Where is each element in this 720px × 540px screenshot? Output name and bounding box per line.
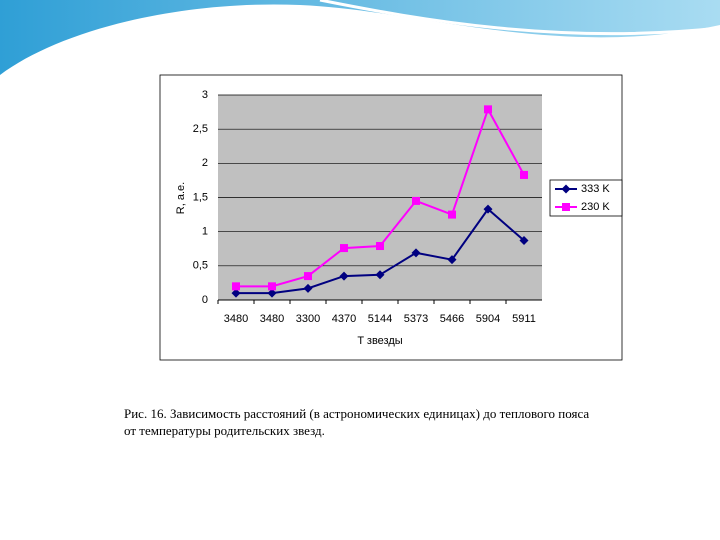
point	[267, 288, 277, 298]
x-tick-label: 5466	[440, 313, 464, 325]
x-tick-label: 5904	[476, 313, 500, 325]
point	[231, 288, 241, 298]
legend-label: 333 K	[581, 183, 610, 195]
point	[411, 248, 421, 258]
point	[375, 270, 385, 280]
point	[339, 271, 349, 281]
x-axis-label: T звезды	[357, 335, 402, 347]
point	[304, 272, 312, 281]
legend-marker	[562, 203, 570, 211]
y-tick-label: 0	[202, 294, 208, 306]
y-axis-label: R, а.е.	[175, 182, 187, 214]
legend-label: 230 K	[581, 201, 610, 213]
x-tick-label: 5144	[368, 313, 392, 325]
wave-line	[319, 0, 720, 36]
point	[412, 196, 420, 205]
y-tick-label: 2	[202, 157, 208, 169]
caption: Рис. 16. Зависимость расстояний (в астро…	[124, 406, 590, 438]
x-tick-label: 4370	[332, 313, 356, 325]
point	[448, 210, 456, 219]
x-tick-label: 5373	[404, 313, 428, 325]
point	[484, 105, 492, 114]
point	[483, 204, 493, 214]
point	[520, 170, 528, 179]
x-tick-label: 3300	[296, 313, 320, 325]
y-tick-label: 0,5	[193, 260, 208, 272]
point	[232, 282, 240, 291]
legend-marker	[561, 184, 571, 194]
point	[340, 244, 348, 253]
point	[303, 283, 313, 293]
header-wave	[0, 0, 720, 75]
x-tick-label: 3480	[224, 313, 248, 325]
x-tick-label: 3480	[260, 313, 284, 325]
point	[268, 282, 276, 291]
point	[376, 242, 384, 251]
point	[447, 255, 457, 265]
point	[519, 236, 529, 246]
y-tick-label: 2,5	[193, 123, 208, 135]
y-tick-label: 1,5	[193, 191, 208, 203]
x-tick-label: 5911	[512, 313, 536, 325]
y-tick-label: 1	[202, 226, 208, 238]
y-tick-label: 3	[202, 89, 208, 101]
